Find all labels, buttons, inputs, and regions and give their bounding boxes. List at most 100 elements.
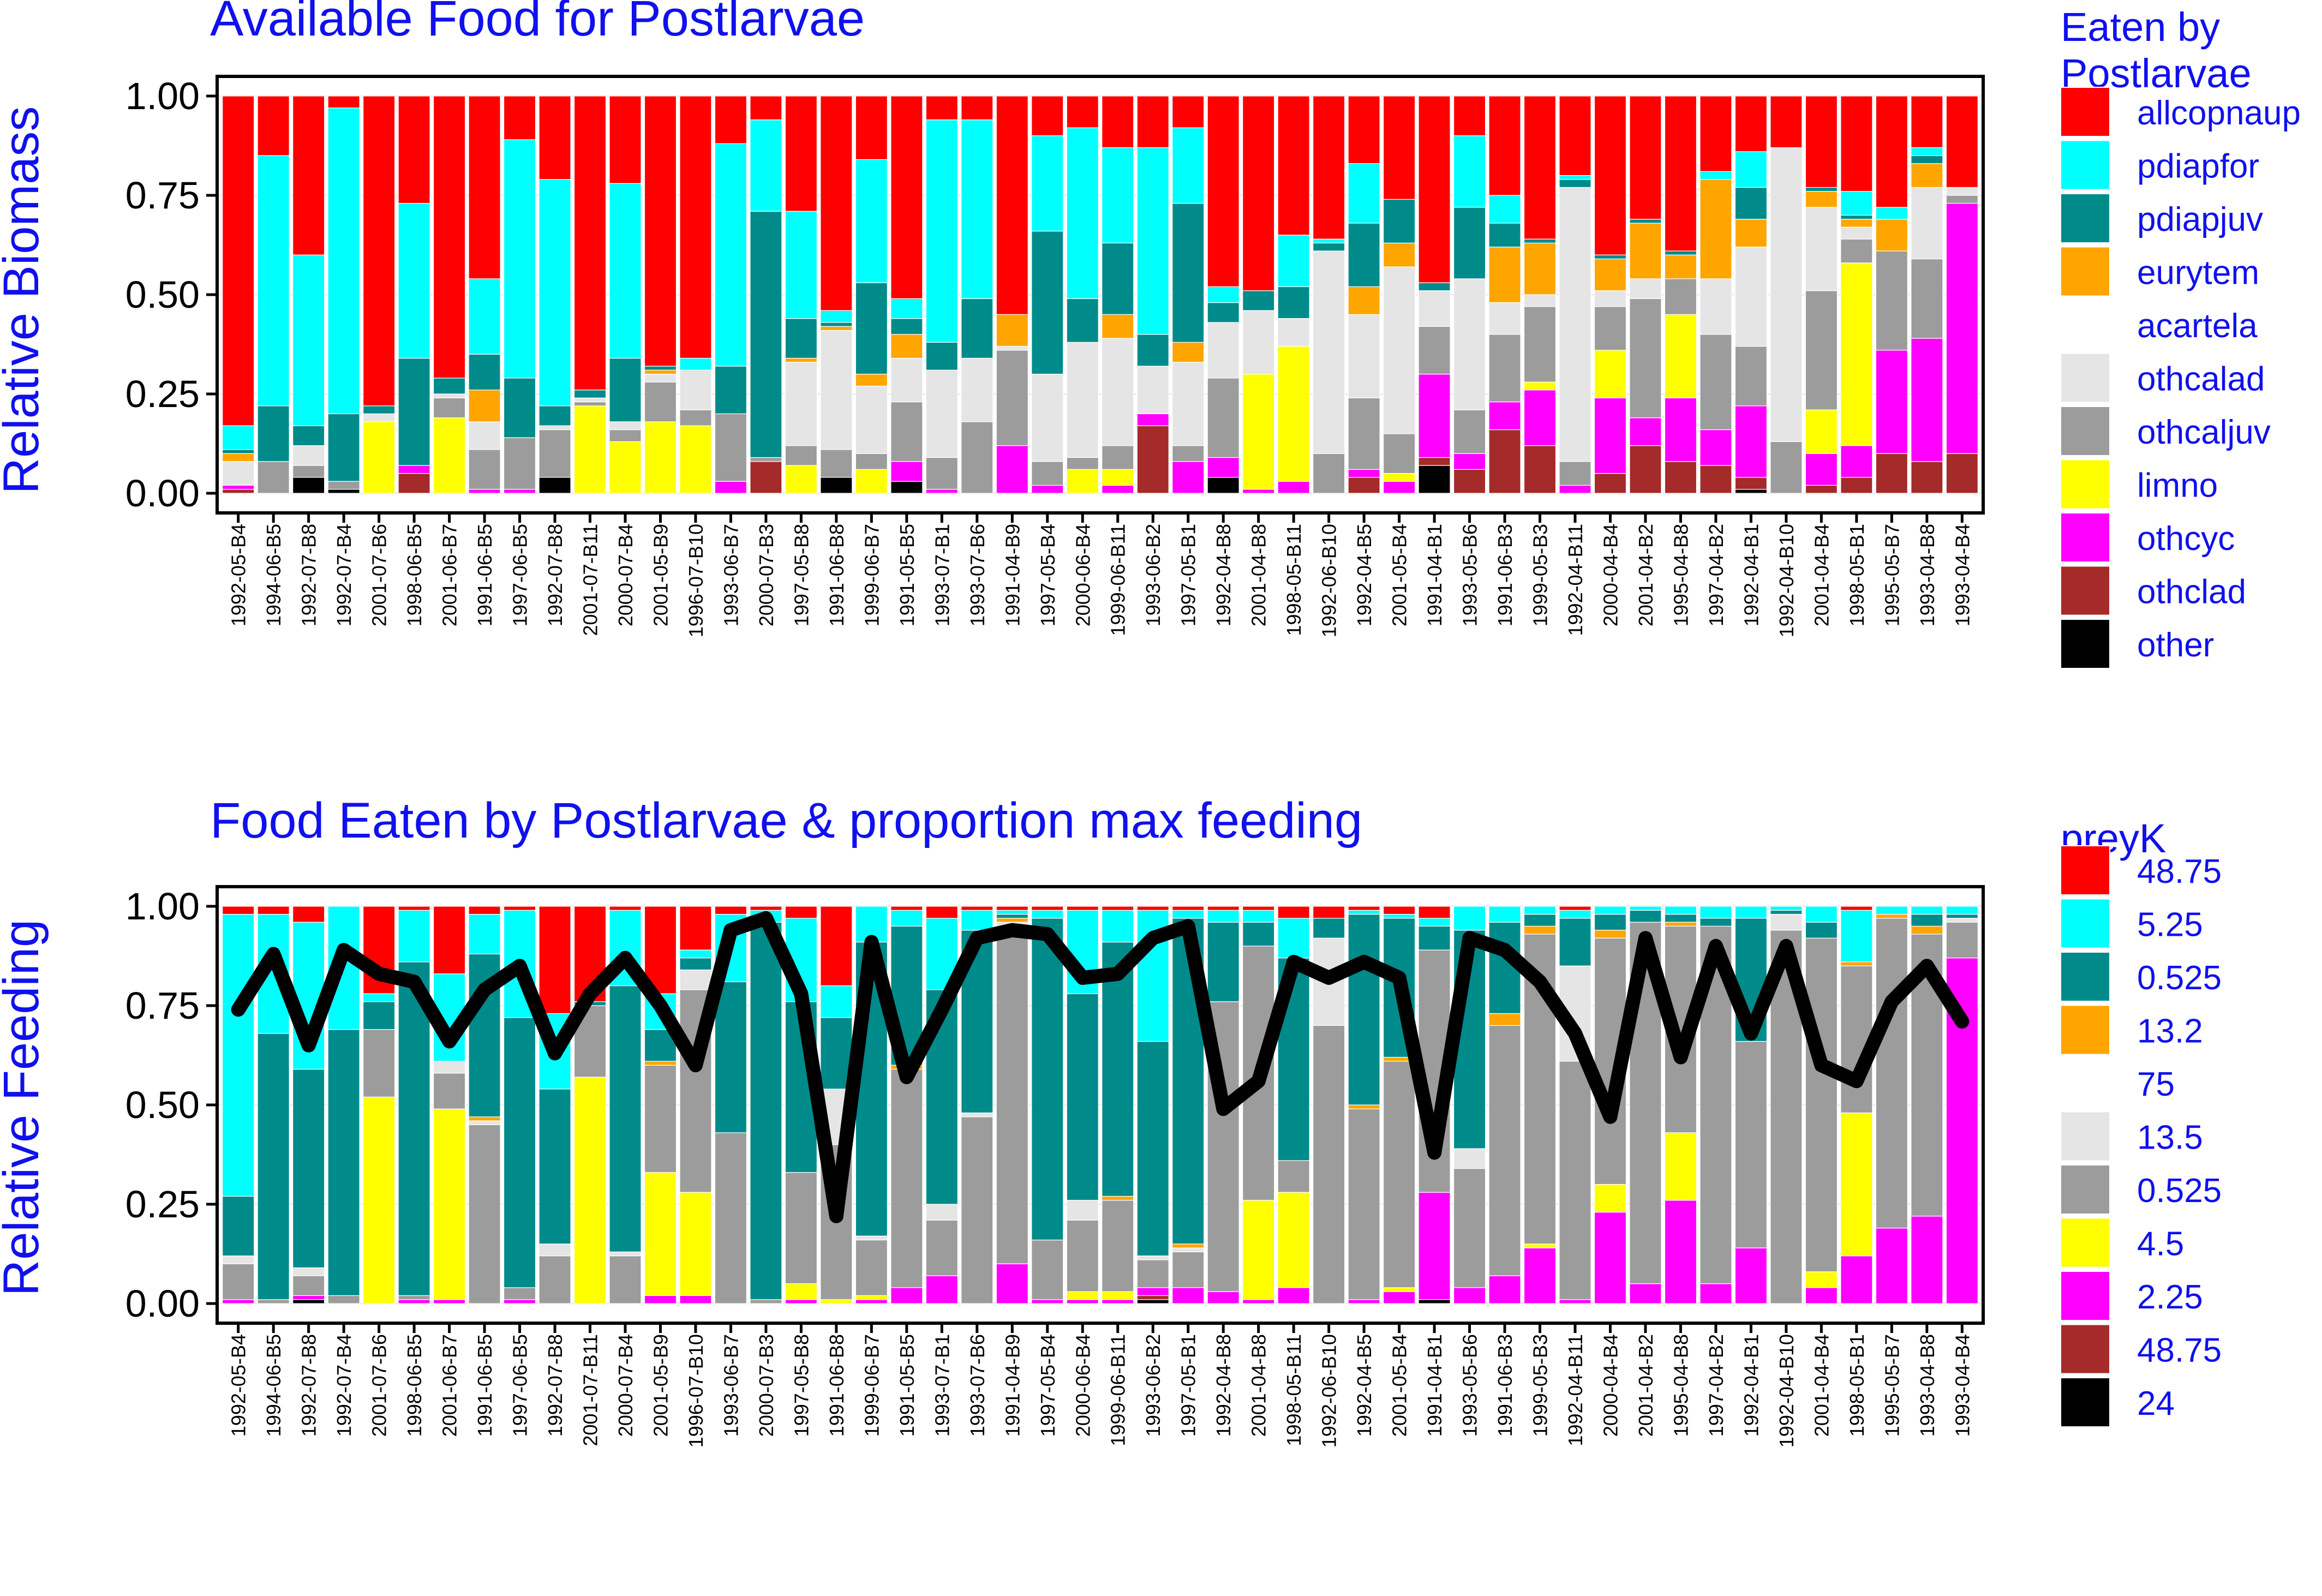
bar-segment-othcyc <box>1031 1299 1064 1304</box>
bar-segment-othcyc <box>1664 1200 1697 1304</box>
bar-segment-pdiapfor <box>1875 207 1908 220</box>
legend-swatch <box>2060 1217 2110 1268</box>
bar-segment-allcopnaup <box>538 95 571 180</box>
bar-segment-eurytem <box>1523 925 1557 935</box>
bar-segment-pdiapjuv <box>855 282 888 375</box>
bar-segment-pdiapfor <box>820 310 853 323</box>
legend-swatch <box>2060 898 2110 949</box>
bar-segment-othcaljuv <box>1418 326 1451 375</box>
bar-segment-limno <box>644 1172 677 1296</box>
legend-label: 0.525 <box>2137 959 2222 997</box>
bar-segment-othcyc <box>468 489 501 494</box>
bar-segment-eurytem <box>890 334 923 359</box>
bar-segment-limno <box>363 1096 396 1304</box>
bar-segment-allcopnaup <box>1031 95 1064 136</box>
bar-segment-allcopnaup <box>1383 95 1416 200</box>
bar-segment-eurytem <box>785 357 818 363</box>
bar-segment-pdiapfor <box>750 119 782 212</box>
bar-segment-othcalad <box>1066 342 1099 458</box>
bar-segment-pdiapfor <box>1207 910 1240 923</box>
y-tick-label: 0.00 <box>125 1282 200 1325</box>
bar-segment-othcyc <box>890 461 923 482</box>
bar-segment-othcyc <box>996 1263 1028 1304</box>
bar-segment-othcaljuv <box>1488 334 1521 403</box>
x-tick-label: 1992-04-B5 <box>1353 1334 1375 1437</box>
bar-segment-pdiapjuv <box>1313 242 1345 252</box>
bar-segment-othcyc <box>1277 1287 1310 1304</box>
x-tick-label: 1992-05-B4 <box>228 524 250 626</box>
bar-segment-eurytem <box>1664 254 1697 279</box>
bar-segment-othcalad <box>1102 338 1134 446</box>
bar-segment-pdiapfor <box>1559 175 1591 180</box>
bar-segment-othcaljuv <box>538 429 571 478</box>
bar-segment-othcyc <box>1840 1256 1873 1304</box>
bar-segment-pdiapfor <box>1102 147 1134 243</box>
bar-segment-othcaljuv <box>855 453 888 470</box>
bar-segment-allcopnaup <box>1277 95 1310 236</box>
bar-segment-othcyc <box>714 481 747 494</box>
legend-swatch <box>2060 246 2110 297</box>
bar-segment-eurytem <box>1383 242 1416 267</box>
bar-segment-limno <box>1594 350 1627 398</box>
bar-segment-allcopnaup <box>1523 95 1557 240</box>
bar-segment-allcopnaup <box>785 906 818 919</box>
bar-segment-othcyc <box>1911 1216 1943 1304</box>
bar-segment-othcalad <box>1172 362 1205 446</box>
bar-segment-othcyc <box>433 1299 466 1304</box>
bar-segment-othcaljuv <box>1840 238 1873 264</box>
bar-segment-pdiapfor <box>855 159 888 283</box>
legend-swatch <box>2060 1271 2110 1321</box>
bar-segment-limno <box>785 465 818 494</box>
bar-segment-pdiapjuv <box>1594 913 1627 931</box>
x-tick-label: 1992-04-B8 <box>1212 1334 1235 1437</box>
bar-segment-pdiapfor <box>1277 918 1310 959</box>
bar-segment-pdiapjuv <box>996 913 1028 919</box>
bar-segment-pdiapfor <box>1031 910 1064 919</box>
legend-swatch <box>2060 1005 2110 1055</box>
bar-segment-othcyc <box>644 1295 677 1304</box>
bar-segment-pdiapfor <box>398 202 430 359</box>
bar-segment-othclad <box>1840 477 1873 494</box>
bar-segment-othcaljuv <box>1207 378 1240 458</box>
bar-segment-othclad <box>1734 477 1768 490</box>
bar-segment-allcopnaup <box>222 906 255 915</box>
bar-segment-othcalad <box>573 397 607 403</box>
bar-segment-othcalad <box>1559 187 1591 462</box>
bar-segment-pdiapjuv <box>1102 242 1134 315</box>
bar-segment-pdiapjuv <box>1313 918 1345 939</box>
x-tick-label: 2001-07-B11 <box>579 524 602 636</box>
bar-segment-allcopnaup <box>1242 95 1275 291</box>
bar-segment-limno <box>573 1077 607 1304</box>
bar-segment-othcaljuv <box>1734 1041 1768 1248</box>
plot-frame <box>216 885 1985 1325</box>
y-axis: 0.00 0.25 0.50 0.75 1.00 <box>125 75 217 515</box>
bar-segment-othcaljuv <box>785 1172 818 1284</box>
bar-segment-othcalad <box>1383 266 1416 434</box>
bar-segment-limno <box>1383 1287 1416 1292</box>
bar-segment-eurytem <box>644 369 677 375</box>
legend-swatch <box>2060 140 2110 190</box>
legend-swatch <box>2060 1111 2110 1162</box>
bar-segment-pdiapjuv <box>1946 913 1978 919</box>
bar-segment-othcyc <box>1172 1287 1205 1304</box>
bar-segment-othcaljuv <box>750 1299 782 1304</box>
legend-label: 5.25 <box>2137 906 2203 944</box>
legend-label: 0.525 <box>2137 1172 2222 1210</box>
bar-segment-pdiapfor <box>1805 906 1838 923</box>
bar-segment-othcyc <box>855 1299 888 1304</box>
chart-title: Food Eaten by Postlarvae & proportion ma… <box>210 793 1362 848</box>
chart-title: Available Food for Postlarvae <box>210 0 865 46</box>
x-tick-label: 2001-05-B9 <box>650 1334 672 1437</box>
x-tick-label: 1991-04-B1 <box>1423 1334 1446 1437</box>
x-tick-label: 1999-06-B11 <box>1107 524 1129 636</box>
bar-segment-allcopnaup <box>820 95 853 311</box>
bar-segment-allcopnaup <box>1313 906 1345 919</box>
x-tick-label: 2001-06-B7 <box>439 524 461 626</box>
bar-segment-pdiapjuv <box>1770 910 1803 915</box>
bar-segment-pdiapjuv <box>1172 202 1205 343</box>
bar-segment-pdiapfor <box>1840 191 1873 216</box>
bar-segment-eurytem <box>1911 925 1943 935</box>
x-tick-label: 2000-07-B4 <box>614 524 637 626</box>
bar-segment-pdiapjuv <box>538 405 571 426</box>
bar-segment-othclad <box>1699 465 1732 494</box>
